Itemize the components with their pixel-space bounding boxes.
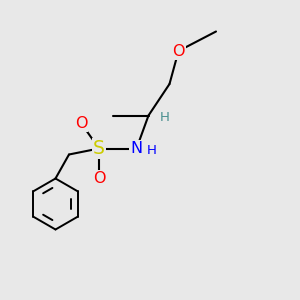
Text: H: H (160, 111, 170, 124)
Text: N: N (130, 141, 142, 156)
Text: S: S (93, 139, 105, 158)
Text: H: H (147, 144, 157, 158)
Text: O: O (93, 171, 105, 186)
Text: O: O (172, 44, 185, 59)
Text: O: O (75, 116, 87, 130)
